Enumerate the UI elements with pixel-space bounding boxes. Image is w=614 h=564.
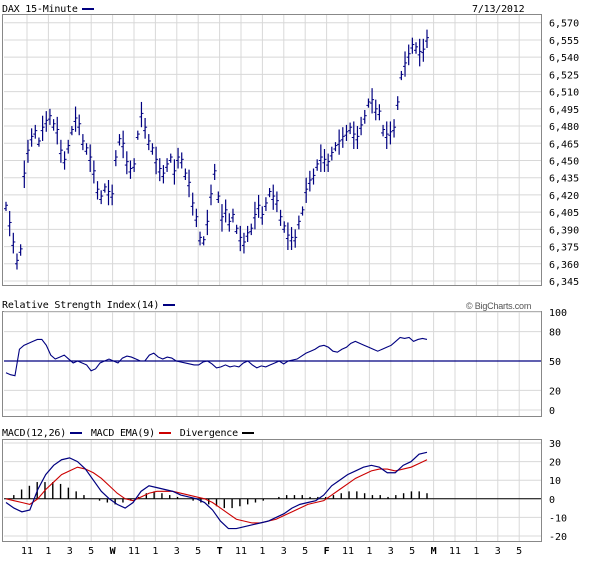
macd-y-tick-label: 20 (549, 458, 561, 469)
price-y-tick-label: 6,480 (549, 122, 579, 133)
x-tick-label: 5 (302, 546, 308, 557)
rsi-line (5, 336, 428, 377)
x-tick-label: 11 (128, 546, 140, 557)
x-tick-label: 3 (174, 546, 180, 557)
x-tick-label: M (431, 546, 437, 557)
rsi-y-tick-label: 50 (549, 357, 561, 368)
price-y-tick-label: 6,570 (549, 19, 579, 30)
price-chart-title: DAX 15-Minute (2, 4, 97, 15)
x-tick-label: 5 (516, 546, 522, 557)
x-tick-label: 11 (342, 546, 354, 557)
macd-ema-label: MACD EMA(9) (90, 428, 155, 439)
x-tick-label: 1 (259, 546, 265, 557)
x-tick-label: 5 (409, 546, 415, 557)
price-y-tick-label: 6,495 (549, 105, 579, 116)
rsi-y-tick-label: 20 (549, 386, 561, 397)
price-y-tick-label: 6,375 (549, 243, 579, 254)
price-y-tick-label: 6,525 (549, 70, 579, 81)
x-tick-label: 5 (88, 546, 94, 557)
macd-ema-legend-swatch (158, 432, 171, 434)
x-tick-label: T (217, 546, 223, 557)
price-panel (2, 14, 542, 286)
macd-y-tick-label: 0 (549, 495, 555, 506)
macd-panel (2, 439, 542, 542)
macd-y-tick-label: 30 (549, 439, 561, 450)
x-tick-label: 1 (45, 546, 51, 557)
macd-y-tick-label: -20 (549, 532, 567, 543)
price-y-tick-label: 6,450 (549, 156, 579, 167)
x-tick-label: 11 (21, 546, 33, 557)
price-legend-swatch (81, 8, 94, 10)
x-tick-label: 3 (281, 546, 287, 557)
price-y-tick-label: 6,510 (549, 88, 579, 99)
macd-chart-title: MACD(12,26) MACD EMA(9) Divergence (2, 428, 257, 439)
x-tick-label: W (110, 546, 117, 557)
rsi-legend-swatch (163, 304, 176, 306)
x-tick-label: 1 (366, 546, 372, 557)
x-tick-label: F (324, 546, 330, 557)
divergence-label: Divergence (179, 428, 238, 439)
x-tick-label: 11 (449, 546, 461, 557)
price-y-tick-label: 6,540 (549, 53, 579, 64)
x-tick-label: 3 (495, 546, 501, 557)
rsi-title-text: Relative Strength Index(14) (2, 300, 160, 311)
price-y-tick-label: 6,555 (549, 36, 579, 47)
x-tick-label: 5 (195, 546, 201, 557)
price-y-tick-label: 6,420 (549, 191, 579, 202)
rsi-chart-title: Relative Strength Index(14) (2, 300, 178, 311)
macd-legend-swatch (70, 432, 83, 434)
divergence-legend-swatch (241, 432, 254, 434)
rsi-y-tick-label: 80 (549, 328, 561, 339)
x-tick-label: 1 (473, 546, 479, 557)
watermark: © BigCharts.com (466, 301, 532, 311)
chart-date: 7/13/2012 (472, 4, 525, 15)
x-tick-label: 3 (388, 546, 394, 557)
macd-y-tick-label: 10 (549, 476, 561, 487)
x-tick-label: 3 (67, 546, 73, 557)
macd-label: MACD(12,26) (2, 428, 67, 439)
macd-line (5, 451, 428, 530)
price-y-tick-label: 6,390 (549, 225, 579, 236)
price-y-tick-label: 6,405 (549, 208, 579, 219)
price-y-tick-label: 6,465 (549, 139, 579, 150)
x-tick-label: 1 (152, 546, 158, 557)
rsi-y-tick-label: 100 (549, 308, 567, 319)
price-y-tick-label: 6,435 (549, 174, 579, 185)
macd-ema-line (5, 459, 428, 524)
price-y-tick-label: 6,360 (549, 260, 579, 271)
rsi-y-tick-label: 0 (549, 406, 555, 417)
price-y-tick-label: 6,345 (549, 277, 579, 288)
x-tick-label: 11 (235, 546, 247, 557)
price-title-text: DAX 15-Minute (2, 4, 78, 15)
macd-y-tick-label: -10 (549, 513, 567, 524)
